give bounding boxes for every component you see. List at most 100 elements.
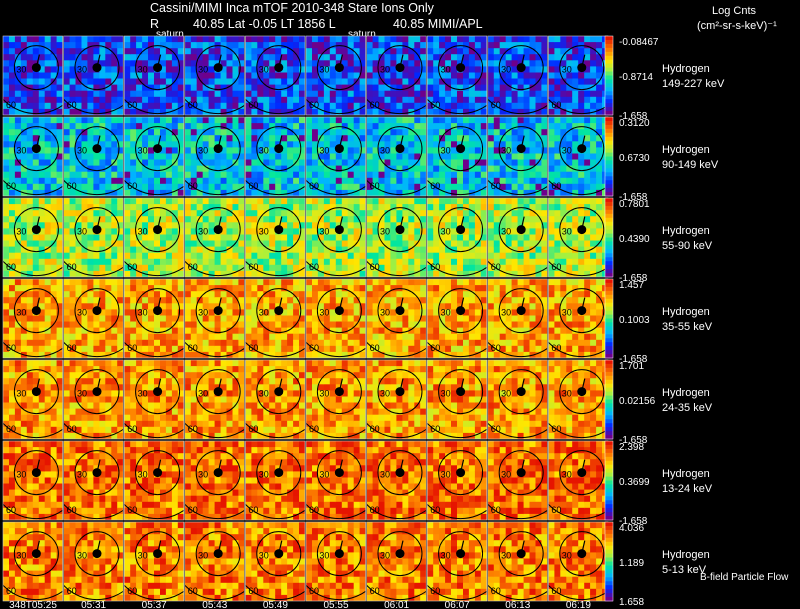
inca-image-panel: 30 60 xyxy=(427,36,487,115)
contour-label: 30 xyxy=(562,65,572,75)
contour-label: 60 xyxy=(551,505,561,515)
contour-label: 30 xyxy=(259,551,269,561)
contour-label: 60 xyxy=(309,181,319,191)
contour-label: 60 xyxy=(430,100,440,110)
contour-label: 60 xyxy=(551,262,561,272)
contour-label: 30 xyxy=(441,146,451,156)
contour-label: 30 xyxy=(319,227,329,237)
contour-label: 60 xyxy=(370,586,380,596)
colorbar-mid-label: 0.02156 xyxy=(619,396,656,407)
contour-label: 30 xyxy=(198,227,208,237)
contour-label: 60 xyxy=(491,100,501,110)
contour-label: 60 xyxy=(127,262,137,272)
contour-label: 60 xyxy=(67,100,77,110)
colorbar xyxy=(604,359,614,440)
inca-image-panel: 30 60 xyxy=(548,198,609,277)
contour-label: 60 xyxy=(430,424,440,434)
contour-label: 60 xyxy=(188,100,198,110)
contour-label: 60 xyxy=(551,586,561,596)
inca-image-panel: 30 60 xyxy=(3,441,63,520)
inca-image-panel: 30 60 xyxy=(63,117,124,196)
inca-image-panel: 30 60 xyxy=(245,36,305,115)
contour-label: 30 xyxy=(16,227,26,237)
contour-label: 60 xyxy=(67,505,77,515)
contour-label: 60 xyxy=(67,343,77,353)
inca-image-panel: 30 60 xyxy=(3,522,63,601)
time-tick-label: 06:13 xyxy=(505,600,530,609)
contour-label: 60 xyxy=(6,343,16,353)
contour-label: 30 xyxy=(501,551,511,561)
contour-label: 30 xyxy=(138,308,148,318)
inca-image-panel: 30 60 xyxy=(306,198,366,277)
inca-image-panel: 30 60 xyxy=(245,279,305,358)
colorbar-units-title: Log Cnts xyxy=(712,5,757,17)
contour-label: 30 xyxy=(380,227,390,237)
time-tick-label: 06:19 xyxy=(566,600,591,609)
contour-label: 30 xyxy=(441,551,451,561)
saturn-label: saturn xyxy=(156,29,184,40)
inca-image-panel: 30 60 xyxy=(427,360,487,439)
contour-label: 60 xyxy=(6,424,16,434)
contour-label: 60 xyxy=(188,505,198,515)
colorbar-min-label: -1.658 xyxy=(619,516,648,527)
species-label: Hydrogen xyxy=(662,549,710,561)
inca-image-panel: 30 60 xyxy=(427,441,487,520)
contour-label: 60 xyxy=(551,343,561,353)
contour-label: 30 xyxy=(319,470,329,480)
contour-label: 30 xyxy=(77,65,87,75)
contour-label: 60 xyxy=(309,505,319,515)
colorbar-min-label: -1.658 xyxy=(619,435,648,446)
contour-label: 60 xyxy=(370,505,380,515)
contour-label: 60 xyxy=(127,343,137,353)
colorbar xyxy=(604,116,614,197)
contour-label: 60 xyxy=(188,262,198,272)
contour-label: 60 xyxy=(370,424,380,434)
contour-label: 30 xyxy=(198,389,208,399)
contour-label: 30 xyxy=(319,551,329,561)
colorbar xyxy=(604,440,614,521)
inca-image-panel: 30 60 xyxy=(366,117,427,196)
colorbar xyxy=(604,197,614,278)
energy-range-label: 35-55 keV xyxy=(662,321,713,333)
contour-label: 30 xyxy=(138,470,148,480)
colorbar xyxy=(604,35,614,116)
contour-label: 60 xyxy=(248,181,258,191)
inca-image-panel: 30 60 xyxy=(306,441,366,520)
contour-label: 60 xyxy=(430,343,440,353)
inca-image-panel: 30 60 xyxy=(3,198,63,277)
saturn-label: saturn xyxy=(348,29,376,40)
contour-label: 60 xyxy=(188,424,198,434)
contour-label: 30 xyxy=(319,65,329,75)
inca-image-panel: 30 60 xyxy=(427,279,487,358)
contour-label: 60 xyxy=(67,262,77,272)
contour-label: 60 xyxy=(6,181,16,191)
contour-label: 30 xyxy=(380,470,390,480)
energy-range-label: 90-149 keV xyxy=(662,159,719,171)
contour-label: 30 xyxy=(562,389,572,399)
inca-image-panel: 30 60 xyxy=(124,279,184,358)
contour-label: 30 xyxy=(501,470,511,480)
inca-image-panel: 30 60 xyxy=(245,360,305,439)
contour-label: 30 xyxy=(380,146,390,156)
species-label: Hydrogen xyxy=(662,225,710,237)
contour-label: 60 xyxy=(370,262,380,272)
contour-label: 60 xyxy=(430,262,440,272)
inca-image-panel: 30 60 xyxy=(245,441,305,520)
colorbar-mid-label: 0.3699 xyxy=(619,477,650,488)
contour-label: 60 xyxy=(188,343,198,353)
contour-label: 60 xyxy=(248,343,258,353)
inca-image-panel: 30 60 xyxy=(427,522,487,601)
colorbar-max-label: 2.398 xyxy=(619,442,644,453)
contour-label: 30 xyxy=(562,227,572,237)
contour-label: 30 xyxy=(259,227,269,237)
inca-image-panel: 30 60 xyxy=(306,36,366,115)
energy-range-label: 24-35 keV xyxy=(662,402,713,414)
inca-image-panel: 30 60 xyxy=(366,441,427,520)
contour-label: 30 xyxy=(259,470,269,480)
contour-label: 60 xyxy=(491,424,501,434)
inca-image-panel: 30 60 xyxy=(487,279,548,358)
inca-image-panel: 30 60 xyxy=(63,522,124,601)
contour-label: 30 xyxy=(16,470,26,480)
contour-label: 30 xyxy=(501,227,511,237)
colorbar-max-label: 1.701 xyxy=(619,361,644,372)
